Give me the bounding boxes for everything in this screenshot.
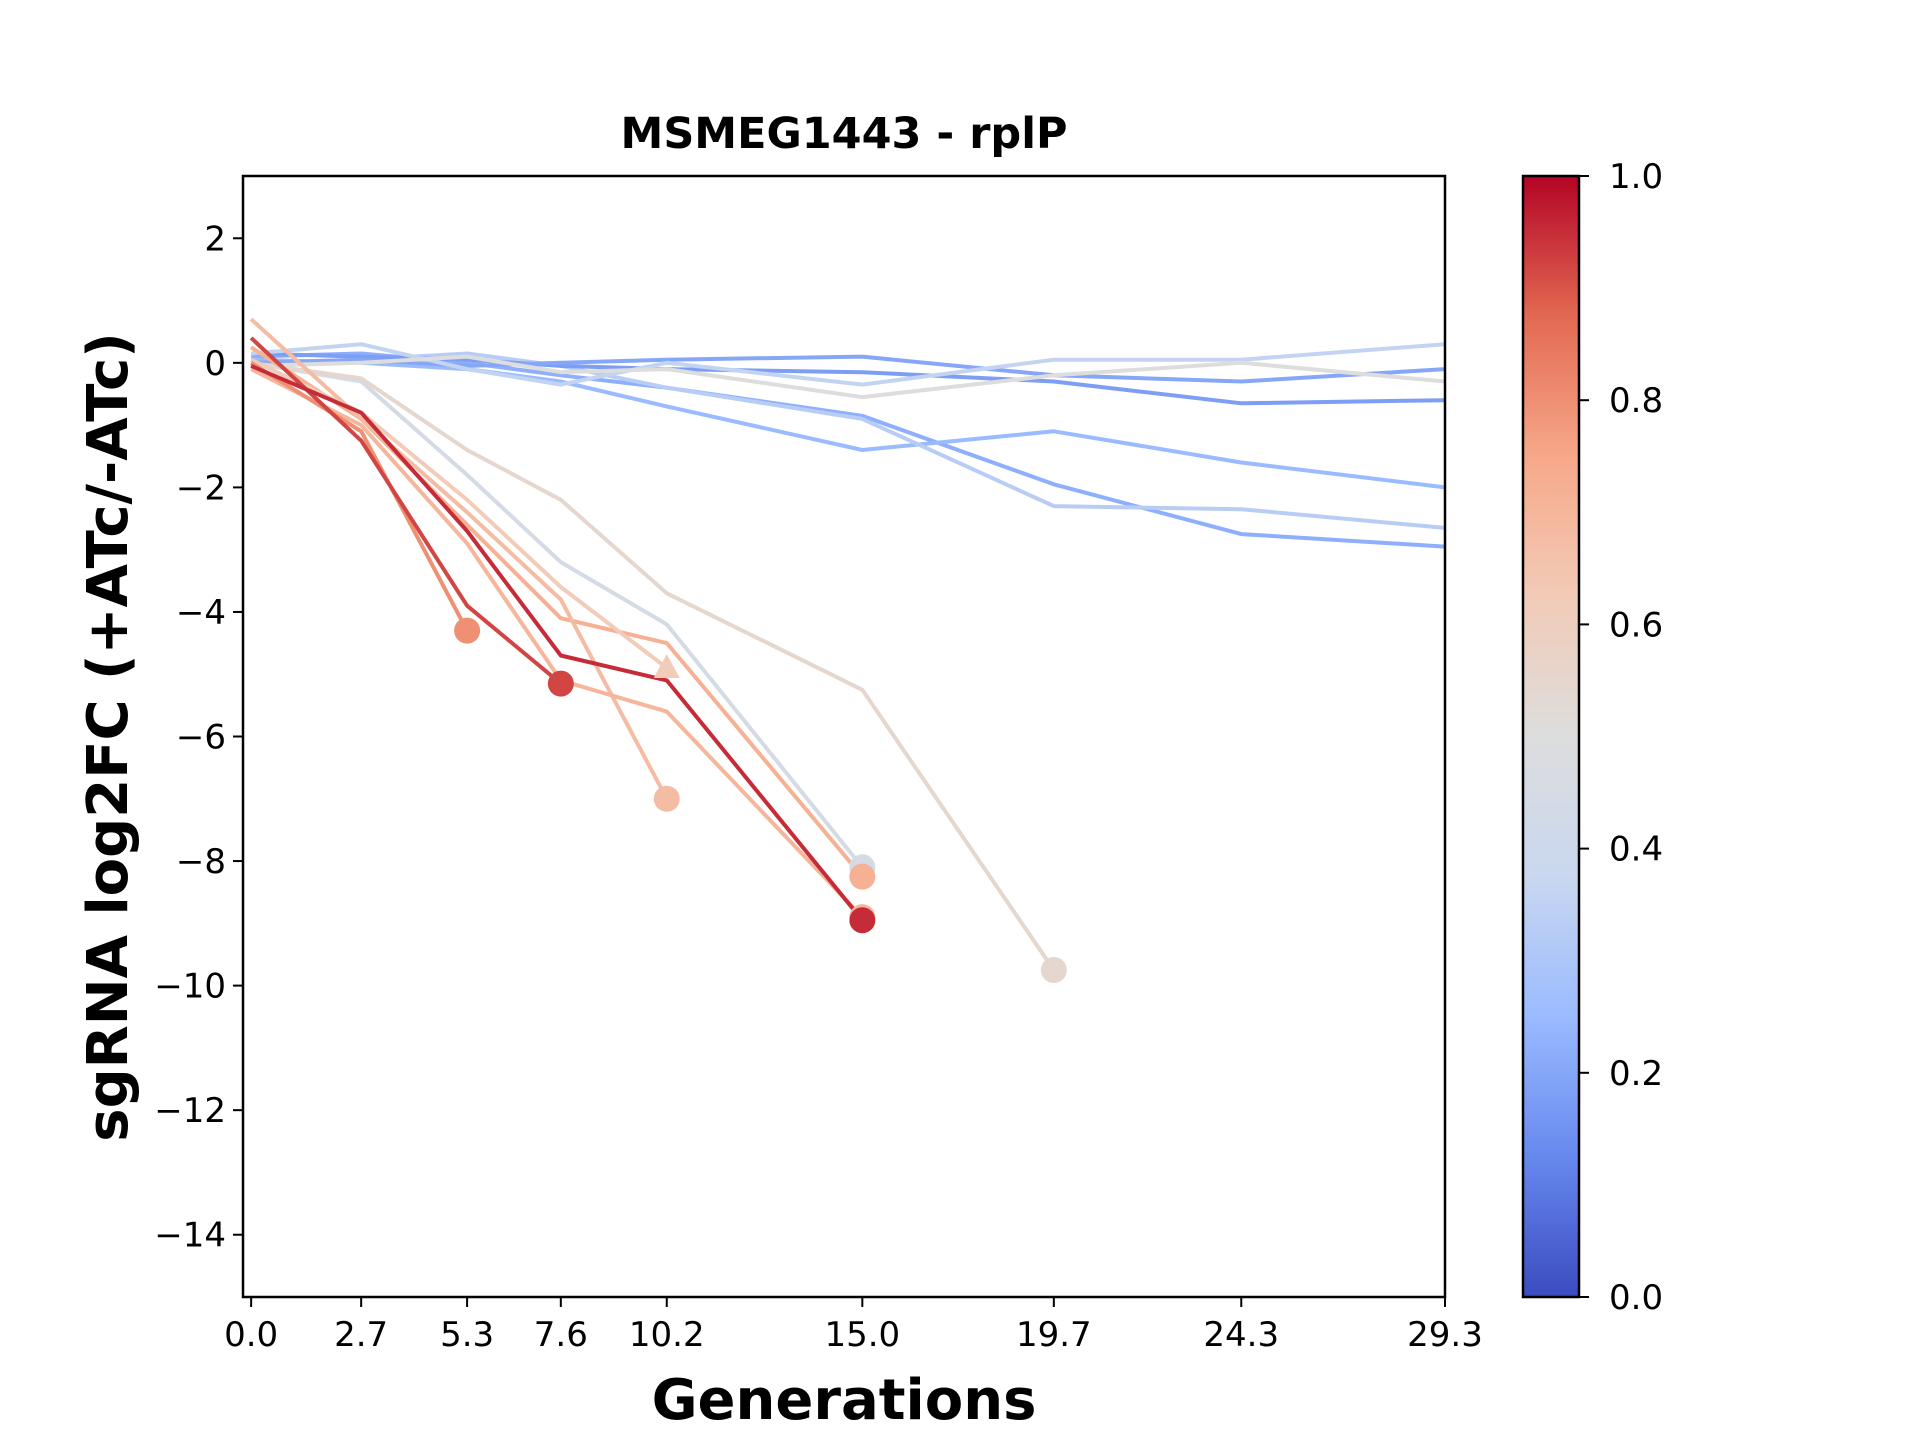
x-tick-label: 7.6 bbox=[534, 1315, 588, 1355]
chart-title: MSMEG1443 - rplP bbox=[621, 109, 1068, 159]
colorbar-axis: 0.0 0.2 0.4 0.6 0.8 1.0 bbox=[1579, 157, 1663, 1318]
series-end-marker bbox=[547, 670, 574, 697]
x-tick-label: 5.3 bbox=[440, 1315, 494, 1355]
series-end-marker bbox=[454, 617, 481, 644]
series-line bbox=[250, 342, 1445, 387]
series-line bbox=[250, 364, 864, 922]
series-line bbox=[249, 317, 669, 800]
series-line bbox=[250, 361, 469, 632]
y-tick-label: −8 bbox=[176, 842, 226, 882]
y-tick-label: 2 bbox=[204, 219, 226, 259]
series-end-marker bbox=[653, 785, 680, 812]
y-tick-label: −4 bbox=[176, 593, 226, 633]
colorbar-tick-label: 0.6 bbox=[1609, 605, 1663, 645]
y-axis-title: sgRNA log2FC (+ATc/-ATc) bbox=[76, 332, 141, 1142]
marker-layer bbox=[454, 617, 1067, 984]
series-line bbox=[250, 367, 864, 919]
y-tick-label: 0 bbox=[204, 344, 226, 384]
x-axis-title: Generations bbox=[652, 1368, 1037, 1433]
x-tick-label: 15.0 bbox=[824, 1315, 900, 1355]
y-tick-label: −10 bbox=[154, 967, 226, 1007]
y-tick-label: −14 bbox=[154, 1216, 226, 1256]
x-tick-label: 24.3 bbox=[1203, 1315, 1279, 1355]
series-line bbox=[250, 360, 1056, 972]
series-end-marker bbox=[849, 907, 876, 934]
y-tick-label: −6 bbox=[176, 718, 226, 758]
x-tick-label: 10.2 bbox=[629, 1315, 705, 1355]
colorbar-tick-label: 1.0 bbox=[1609, 157, 1663, 197]
x-tick-label: 29.3 bbox=[1407, 1315, 1483, 1355]
series-end-marker bbox=[849, 863, 876, 890]
series-end-marker bbox=[1040, 957, 1067, 984]
series-line bbox=[250, 360, 864, 869]
y-tick-label: −12 bbox=[154, 1091, 226, 1131]
series-line bbox=[251, 357, 1445, 490]
x-tick-label: 2.7 bbox=[334, 1315, 388, 1355]
colorbar bbox=[1521, 174, 1581, 1299]
colorbar-tick-label: 0.2 bbox=[1609, 1054, 1663, 1094]
colorbar-tick-label: 0.0 bbox=[1609, 1278, 1663, 1318]
colorbar-tick-label: 0.4 bbox=[1609, 830, 1663, 870]
y-tick-label: −2 bbox=[176, 468, 226, 508]
x-tick-label: 19.7 bbox=[1016, 1315, 1092, 1355]
x-axis: 0.0 2.7 5.3 7.6 10.2 15.0 19.7 24.3 29.3 bbox=[224, 1297, 1483, 1355]
series-end-marker bbox=[653, 653, 680, 678]
colorbar-tick-label: 0.8 bbox=[1609, 381, 1663, 421]
x-tick-label: 0.0 bbox=[224, 1315, 278, 1355]
series-line bbox=[251, 354, 1445, 400]
series-layer bbox=[249, 317, 1445, 972]
y-axis: 2 0 −2 −4 −6 −8 −10 −12 −14 bbox=[154, 219, 243, 1256]
